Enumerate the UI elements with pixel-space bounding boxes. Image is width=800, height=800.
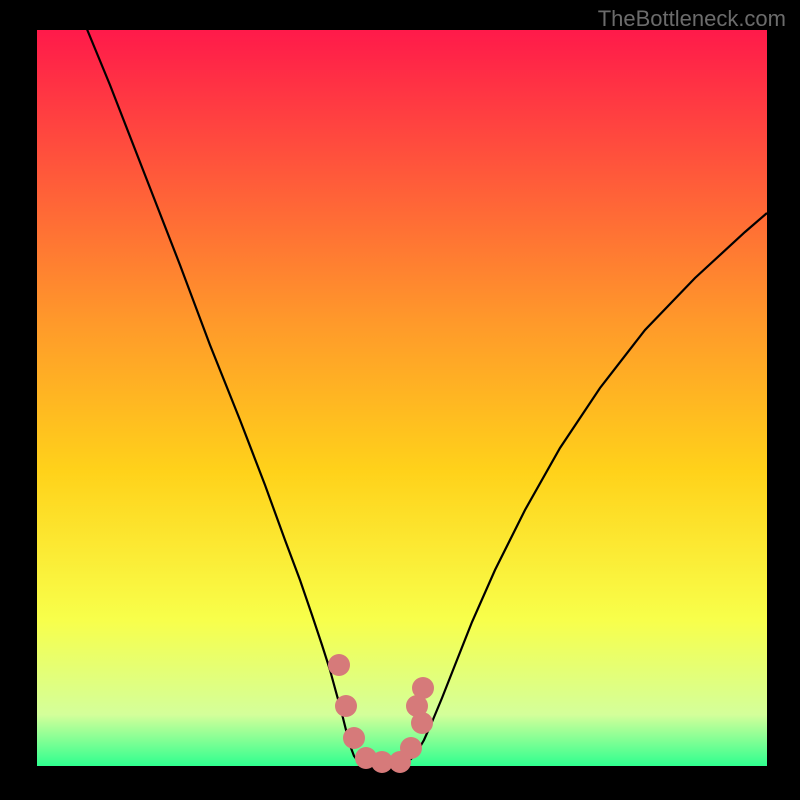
watermark-text: TheBottleneck.com (598, 6, 786, 32)
series-marker (328, 654, 350, 676)
series-marker (343, 727, 365, 749)
series-marker (412, 677, 434, 699)
series-marker (335, 695, 357, 717)
chart-svg-overlay (0, 0, 800, 800)
curve-right (386, 213, 767, 765)
series-marker (400, 737, 422, 759)
chart-container: TheBottleneck.com (0, 0, 800, 800)
marker-group (328, 654, 434, 773)
curve-left (77, 5, 386, 765)
